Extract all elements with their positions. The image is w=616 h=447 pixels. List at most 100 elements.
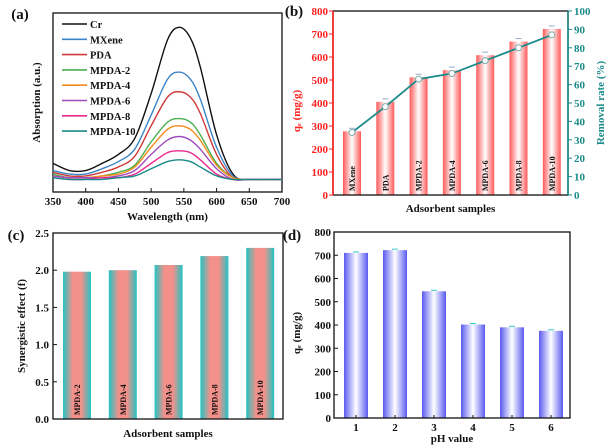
plot-frame-a bbox=[52, 12, 283, 193]
x-tick-label-a: 350 bbox=[45, 196, 62, 208]
panel-label-c: (c) bbox=[8, 228, 25, 244]
category-label-c: MPDA-4 bbox=[119, 384, 128, 415]
y2-tick-label-b: 60 bbox=[574, 80, 586, 92]
x-tick-label-a: 500 bbox=[143, 196, 160, 208]
category-label-b: MPDA-10 bbox=[548, 156, 557, 191]
y-tick-label-c: 1.5 bbox=[35, 302, 49, 314]
y-tick-label-b: 800 bbox=[312, 6, 329, 18]
x-tick-label-a: 700 bbox=[274, 196, 291, 208]
y-tick-label-b: 700 bbox=[312, 29, 329, 41]
plot-frame-d bbox=[333, 231, 571, 419]
y-tick-label-b: 500 bbox=[312, 75, 329, 87]
category-label-b: MXene bbox=[348, 166, 357, 191]
category-label-c: MPDA-6 bbox=[165, 384, 174, 415]
legend-label: MPDA-4 bbox=[90, 81, 131, 92]
x-axis-label-b: Adsorbent samples bbox=[406, 203, 496, 215]
bar-b bbox=[542, 28, 561, 195]
bar-b bbox=[376, 101, 395, 195]
series-line-cr bbox=[52, 26, 283, 181]
legend-label: MPDA-2 bbox=[90, 66, 130, 77]
category-label-c: MPDA-8 bbox=[210, 384, 219, 415]
y2-tick-label-b: 0 bbox=[574, 190, 580, 202]
legend-label: MPDA-8 bbox=[90, 112, 130, 123]
plot-frame-c bbox=[52, 232, 284, 420]
removal-rate-marker bbox=[481, 57, 489, 65]
panel-label-a: (a) bbox=[11, 7, 29, 23]
removal-rate-marker bbox=[348, 128, 356, 136]
bar-c bbox=[154, 264, 183, 419]
y-tick-label-d: 0 bbox=[326, 413, 332, 425]
bar-b bbox=[343, 131, 361, 195]
removal-rate-marker bbox=[548, 31, 556, 39]
bar-d bbox=[539, 330, 563, 418]
x-tick-label-d: 4 bbox=[470, 422, 476, 434]
series-line-mpda-6 bbox=[52, 135, 282, 181]
y2-tick-label-b: 40 bbox=[574, 116, 586, 128]
bar-d bbox=[461, 324, 485, 418]
removal-rate-marker bbox=[515, 44, 522, 52]
y2-tick-label-b: 90 bbox=[574, 24, 586, 36]
y-axis-label-c: Synergistic effect (f) bbox=[16, 279, 28, 373]
x-tick-label-a: 550 bbox=[176, 196, 193, 208]
bar-d bbox=[344, 252, 368, 418]
y-tick-label-d: 200 bbox=[315, 367, 332, 379]
x-tick-label-a: 650 bbox=[241, 196, 258, 208]
legend-label: MPDA-6 bbox=[90, 97, 130, 108]
y2-tick-label-b: 100 bbox=[574, 6, 591, 18]
panel-label-d: (d) bbox=[283, 228, 301, 244]
x-tick-label-a: 600 bbox=[208, 196, 225, 208]
y2-tick-label-b: 70 bbox=[574, 61, 586, 73]
y2-axis-label-b: Removal rate (%) bbox=[595, 61, 607, 146]
legend-label: PDA bbox=[90, 51, 112, 62]
x-tick-label-a: 450 bbox=[110, 196, 127, 208]
x-tick-label-d: 3 bbox=[431, 422, 437, 434]
removal-rate-marker bbox=[415, 75, 423, 83]
bar-b bbox=[442, 70, 461, 195]
y2-tick-label-b: 80 bbox=[574, 43, 586, 55]
y-tick-label-d: 600 bbox=[315, 274, 332, 286]
legend-label: Cr bbox=[90, 20, 103, 31]
y-tick-label-d: 400 bbox=[315, 320, 332, 332]
bar-b bbox=[509, 41, 528, 196]
category-label-c: MPDA-2 bbox=[73, 384, 82, 415]
category-label-b: PDA bbox=[381, 174, 390, 191]
y-tick-label-d: 100 bbox=[315, 390, 332, 402]
panel-label-b: (b) bbox=[285, 4, 303, 20]
y-tick-label-b: 400 bbox=[312, 98, 329, 110]
bar-b bbox=[476, 55, 495, 195]
bar-c bbox=[246, 247, 275, 419]
category-label-b: MPDA-4 bbox=[448, 160, 457, 191]
bar-c bbox=[63, 271, 91, 419]
legend-label: MPDA-10 bbox=[90, 127, 136, 138]
bar-d bbox=[422, 291, 446, 418]
bar-d bbox=[383, 250, 407, 418]
y-tick-label-d: 500 bbox=[315, 297, 332, 309]
series-line-mxene bbox=[52, 71, 283, 181]
y2-tick-label-b: 30 bbox=[574, 135, 586, 147]
bar-b bbox=[409, 77, 428, 195]
series-line-mpda-10 bbox=[52, 159, 282, 181]
y-tick-label-d: 700 bbox=[315, 250, 332, 262]
y-tick-label-b: 100 bbox=[312, 167, 329, 179]
removal-rate-marker bbox=[448, 70, 456, 78]
y2-tick-label-b: 50 bbox=[574, 98, 586, 110]
x-tick-label-d: 2 bbox=[392, 422, 398, 434]
bar-d bbox=[500, 327, 524, 418]
category-label-c: MPDA-10 bbox=[256, 380, 265, 415]
series-line-pda bbox=[52, 91, 283, 181]
y-axis-label-d: qₑ (mg/g) bbox=[291, 312, 303, 355]
y-tick-label-b: 200 bbox=[312, 144, 329, 156]
y-tick-label-d: 800 bbox=[315, 227, 332, 239]
y2-tick-label-b: 10 bbox=[574, 172, 586, 184]
x-tick-label-a: 400 bbox=[77, 196, 94, 208]
x-axis-label-a: Wavelength (nm) bbox=[127, 211, 208, 223]
y-tick-label-d: 300 bbox=[315, 343, 332, 355]
y-tick-label-c: 1.0 bbox=[35, 340, 49, 352]
y-tick-label-c: 2.5 bbox=[35, 228, 49, 240]
bar-c bbox=[200, 256, 229, 419]
x-tick-label-d: 1 bbox=[353, 422, 359, 434]
bar-c bbox=[108, 270, 137, 419]
category-label-b: MPDA-2 bbox=[415, 160, 424, 191]
y-axis-label-a: Absorption (a.u.) bbox=[31, 62, 43, 143]
